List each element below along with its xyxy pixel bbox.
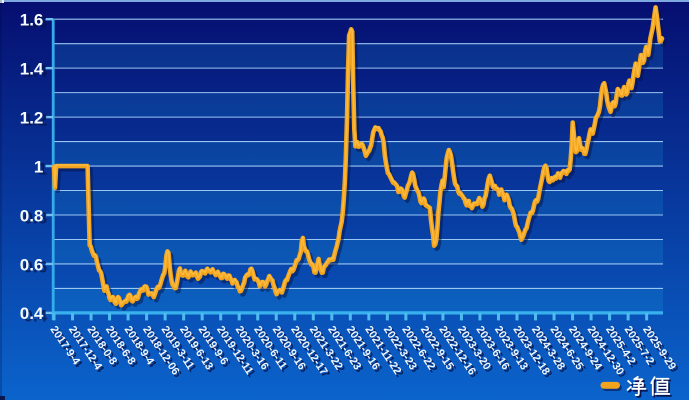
svg-text:1.4: 1.4 [20, 59, 44, 78]
svg-text:1: 1 [34, 157, 43, 176]
svg-text:0.4: 0.4 [24, 306, 48, 325]
svg-text:0.6: 0.6 [24, 257, 48, 276]
svg-text:1.2: 1.2 [24, 111, 48, 130]
svg-text:0.8: 0.8 [20, 206, 44, 225]
svg-text:1.4: 1.4 [24, 62, 48, 81]
svg-text:1.6: 1.6 [20, 11, 44, 30]
svg-text:1.6: 1.6 [24, 13, 48, 32]
svg-text:1.2: 1.2 [20, 108, 44, 127]
svg-text:1: 1 [38, 159, 47, 178]
svg-text:0.8: 0.8 [24, 208, 48, 227]
svg-text:0.4: 0.4 [20, 304, 44, 323]
svg-text:0.6: 0.6 [20, 255, 44, 274]
